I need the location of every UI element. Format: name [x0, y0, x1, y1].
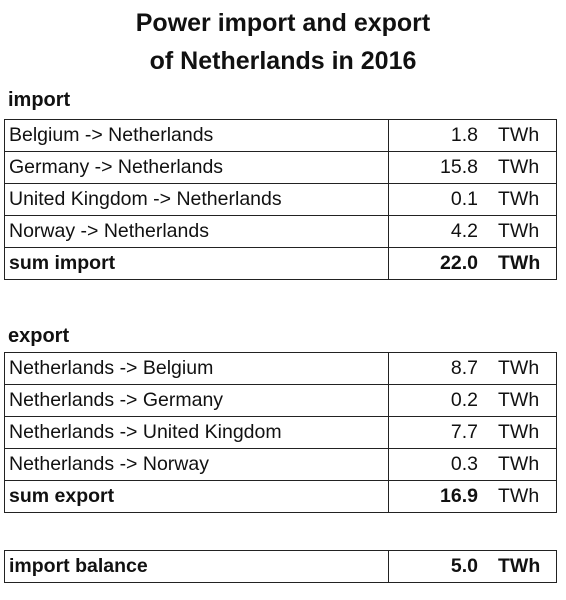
- row-label: Netherlands -> Germany: [4, 384, 389, 417]
- row-unit: TWh: [498, 416, 557, 449]
- section-heading: import: [8, 89, 71, 111]
- row-label: United Kingdom -> Netherlands: [4, 183, 389, 216]
- row-unit: TWh: [498, 119, 557, 152]
- table-row: Netherlands -> Germany 0.2 TWh: [4, 384, 557, 417]
- row-label: Netherlands -> United Kingdom: [4, 416, 389, 449]
- table-row: United Kingdom -> Netherlands 0.1 TWh: [4, 183, 557, 216]
- table-row: sum export 16.9 TWh: [4, 480, 557, 513]
- row-value: 0.1: [388, 183, 498, 216]
- row-label: sum import: [4, 247, 389, 280]
- section-heading: export: [8, 325, 70, 347]
- table-row: import balance 5.0 TWh: [4, 550, 557, 583]
- row-unit: TWh: [498, 480, 557, 513]
- row-value: 8.7: [388, 352, 498, 385]
- row-value: 4.2: [388, 215, 498, 248]
- row-value: 16.9: [388, 480, 498, 513]
- row-unit: TWh: [498, 352, 557, 385]
- row-unit: TWh: [498, 247, 557, 280]
- table-row: Netherlands -> Norway 0.3 TWh: [4, 448, 557, 481]
- row-unit: TWh: [498, 151, 557, 184]
- row-value: 1.8: [388, 119, 498, 152]
- table-row: Netherlands -> Belgium 8.7 TWh: [4, 352, 557, 385]
- row-label: Norway -> Netherlands: [4, 215, 389, 248]
- table-row: Norway -> Netherlands 4.2 TWh: [4, 215, 557, 248]
- row-value: 15.8: [388, 151, 498, 184]
- title: Power import and export of Netherlands i…: [0, 4, 566, 80]
- row-value: 0.3: [388, 448, 498, 481]
- row-label: Netherlands -> Belgium: [4, 352, 389, 385]
- title-line: Power import and export: [135, 9, 431, 37]
- row-value: 5.0: [388, 550, 498, 583]
- row-value: 7.7: [388, 416, 498, 449]
- row-value: 0.2: [388, 384, 498, 417]
- import-table: Belgium -> Netherlands 1.8 TWh Germany -> N…: [4, 119, 557, 280]
- row-label: Netherlands -> Norway: [4, 448, 389, 481]
- row-unit: TWh: [498, 215, 557, 248]
- table-row: sum import 22.0 TWh: [4, 247, 557, 280]
- row-label: import balance: [4, 550, 389, 583]
- row-label: Germany -> Netherlands: [4, 151, 389, 184]
- row-unit: TWh: [498, 448, 557, 481]
- table-row: Germany -> Netherlands 15.8 TWh: [4, 151, 557, 184]
- table-row: Netherlands -> United Kingdom 7.7 TWh: [4, 416, 557, 449]
- row-unit: TWh: [498, 550, 557, 583]
- title-line: of Netherlands in 2016: [149, 47, 417, 75]
- row-value: 22.0: [388, 247, 498, 280]
- export-table: Netherlands -> Belgium 8.7 TWh Netherlands …: [4, 352, 557, 513]
- balance-table: import balance 5.0 TWh: [4, 550, 557, 583]
- row-unit: TWh: [498, 384, 557, 417]
- table-row: Belgium -> Netherlands 1.8 TWh: [4, 119, 557, 152]
- row-unit: TWh: [498, 183, 557, 216]
- row-label: Belgium -> Netherlands: [4, 119, 389, 152]
- row-label: sum export: [4, 480, 389, 513]
